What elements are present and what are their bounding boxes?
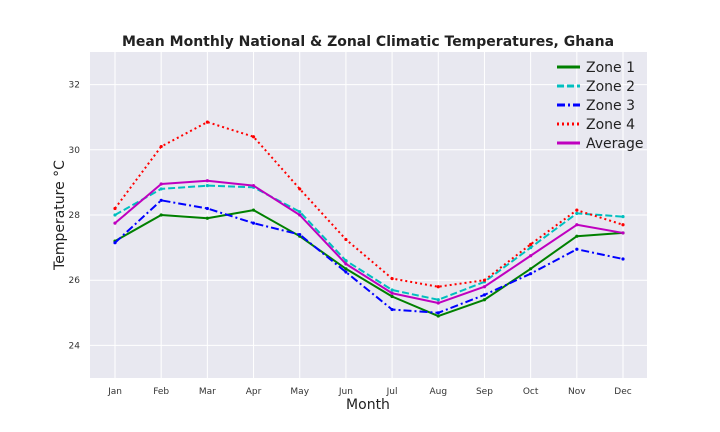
x-tick-label: Oct (523, 387, 539, 397)
average-point (621, 231, 625, 235)
x-tick-label: Sep (476, 387, 493, 397)
series-lines (113, 120, 625, 318)
y-axis-label: Temperature °C (52, 160, 68, 271)
zone-2-point (205, 184, 209, 188)
zone-3-point (621, 257, 625, 261)
zone-4-point (482, 278, 487, 282)
zone-2-point (344, 259, 348, 263)
zone-4-point (575, 208, 579, 212)
chart-title: Mean Monthly National & Zonal Climatic T… (122, 34, 614, 50)
average-line (114, 179, 624, 305)
y-tick-label: 28 (69, 211, 81, 221)
average-point (482, 285, 487, 289)
zone-3-point (205, 206, 209, 211)
zone-2-line (114, 184, 624, 301)
zone-3-point (482, 293, 487, 297)
average-point (344, 262, 348, 266)
zone-1-point (436, 314, 440, 318)
average-point (390, 291, 394, 295)
zone-3-point (529, 272, 533, 276)
zone-2-point (621, 215, 625, 219)
average-point (436, 301, 440, 305)
legend-label-average: Average (586, 136, 644, 152)
zone-3-point (344, 270, 348, 274)
average-point (159, 182, 163, 186)
zone-4-point (205, 120, 209, 124)
zone-1-point (205, 216, 209, 220)
x-axis-label: Month (346, 397, 390, 413)
average-point (205, 179, 209, 183)
zone-1-point (344, 267, 348, 271)
zone-1-point (390, 294, 394, 299)
legend-label-zone-4: Zone 4 (586, 117, 635, 133)
zone-2-point (529, 246, 533, 250)
zone-3-point (298, 232, 302, 237)
y-tick-label: 26 (69, 276, 81, 286)
zone-1-line (114, 209, 624, 318)
x-tick-label: Jan (107, 387, 122, 397)
x-tick-label: Aug (429, 387, 447, 397)
average-point (298, 213, 302, 217)
zone-4-point (436, 285, 440, 289)
zone-3-point (159, 198, 163, 202)
x-tick-label: Nov (568, 387, 586, 397)
average-point (529, 254, 533, 258)
zone-4-point (159, 144, 163, 149)
zone-1-point (251, 208, 256, 212)
average-point (113, 221, 117, 225)
zone-4-point (113, 206, 117, 211)
zone-4-point (621, 223, 625, 227)
zone-2-point (390, 288, 394, 292)
zone-3-line (114, 199, 624, 314)
zone-2-point (159, 187, 163, 191)
y-tick-label: 24 (69, 341, 81, 351)
x-tick-label: Feb (153, 387, 169, 397)
average-point (251, 184, 256, 188)
x-tick-label: Jul (386, 387, 398, 397)
y-tick-label: 30 (69, 146, 81, 156)
x-tick-label: Apr (246, 387, 262, 397)
legend: Zone 1 Zone 2 Zone 3 Zone 4 Average (557, 60, 644, 152)
zone-4-point (344, 237, 348, 242)
zone-2-point (298, 210, 302, 214)
x-tick-label: Jun (338, 387, 353, 397)
zone-3-point (390, 307, 394, 312)
legend-label-zone-3: Zone 3 (586, 98, 635, 114)
x-tick-label: May (290, 387, 309, 397)
zone-4-point (390, 276, 394, 281)
zone-4-point (529, 242, 533, 246)
zone-4-line (114, 121, 624, 288)
zone-1-point (482, 298, 487, 302)
zone-2-point (575, 211, 579, 215)
zone-2-point (113, 213, 117, 217)
average-point (575, 223, 579, 227)
zone-4-point (251, 135, 256, 139)
legend-label-zone-1: Zone 1 (586, 60, 635, 76)
grid-lines (90, 52, 647, 378)
zone-3-point (113, 241, 117, 245)
zone-1-point (159, 213, 163, 217)
legend-label-zone-2: Zone 2 (586, 79, 635, 95)
x-tick-label: Mar (199, 387, 216, 397)
zone-3-point (436, 311, 440, 315)
zone-1-point (529, 267, 533, 271)
x-tick-label: Dec (614, 387, 631, 397)
y-tick-labels: 24 26 28 30 32 (69, 81, 81, 352)
zone-1-point (575, 234, 579, 238)
zone-3-point (575, 247, 579, 251)
zone-4-point (298, 187, 302, 191)
zone-2-point (436, 298, 440, 302)
x-tick-labels: Jan Feb Mar Apr May Jun Jul Aug Sep Oct Nov Dec (107, 387, 632, 397)
y-tick-label: 32 (69, 81, 80, 91)
zone-3-point (251, 221, 256, 225)
